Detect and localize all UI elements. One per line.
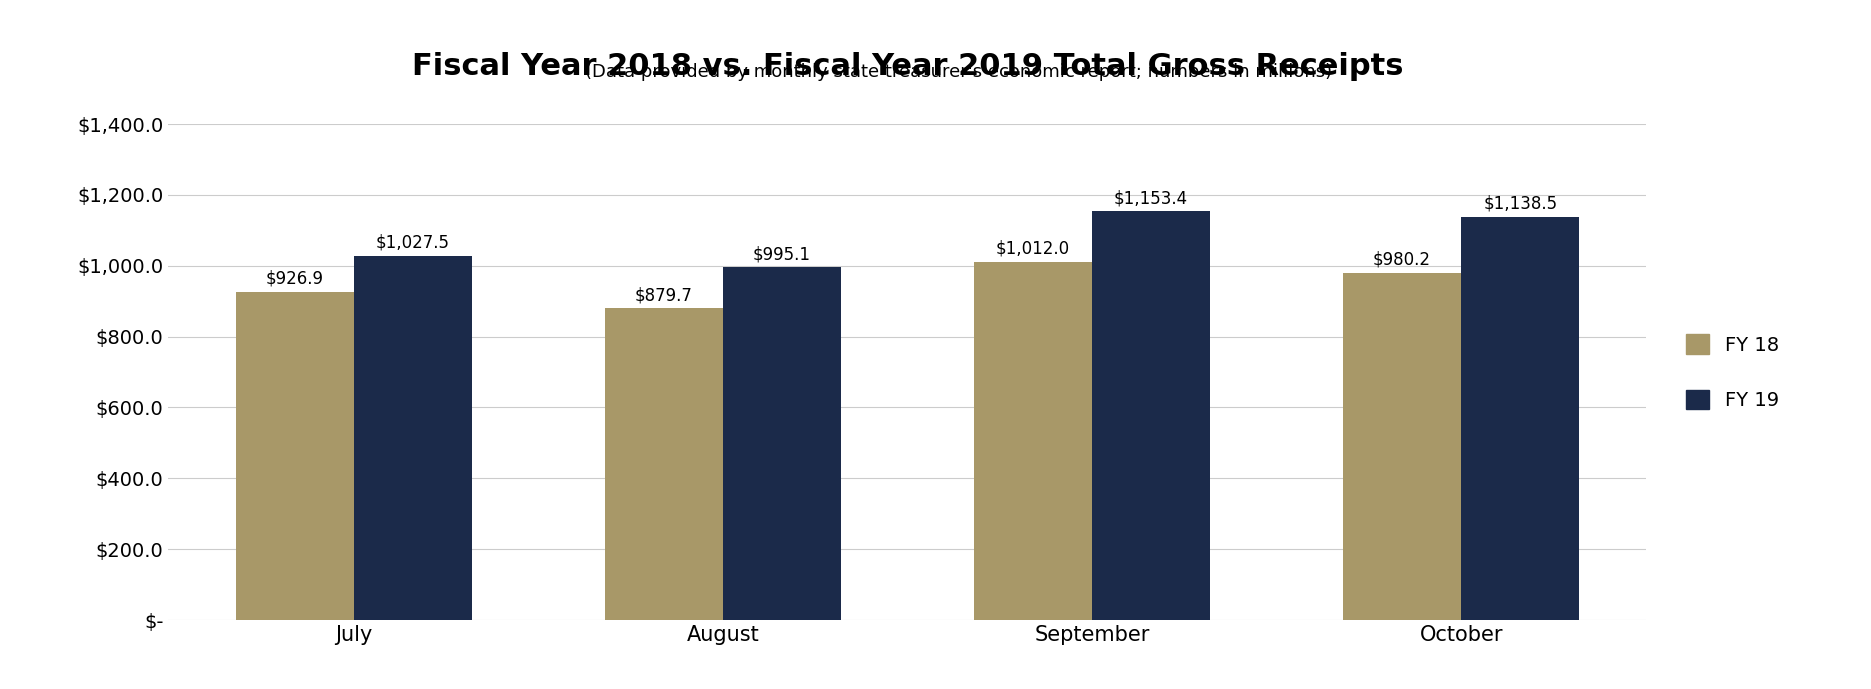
Text: $1,138.5: $1,138.5 (1484, 194, 1557, 212)
Text: $980.2: $980.2 (1373, 251, 1431, 269)
Bar (236, 291, 354, 620)
Bar (975, 262, 1093, 620)
Text: $1,153.4: $1,153.4 (1113, 189, 1188, 207)
Bar (1461, 216, 1579, 620)
Text: $926.9: $926.9 (266, 269, 324, 287)
Bar (604, 309, 722, 620)
Bar (1093, 212, 1211, 620)
Text: $1,027.5: $1,027.5 (376, 234, 449, 251)
Bar (354, 256, 471, 620)
Text: $1,012.0: $1,012.0 (995, 239, 1070, 257)
Title: Fiscal Year 2018 vs. Fiscal Year 2019 Total Gross Receipts: Fiscal Year 2018 vs. Fiscal Year 2019 To… (412, 52, 1403, 81)
Bar (1343, 273, 1461, 620)
Legend: FY 18, FY 19: FY 18, FY 19 (1686, 334, 1779, 410)
Text: (Data provided by monthly state treasurer's economic report; numbers in millions: (Data provided by monthly state treasure… (586, 63, 1332, 81)
Bar (722, 267, 840, 620)
Text: $879.7: $879.7 (634, 286, 692, 304)
Text: $995.1: $995.1 (752, 245, 810, 263)
